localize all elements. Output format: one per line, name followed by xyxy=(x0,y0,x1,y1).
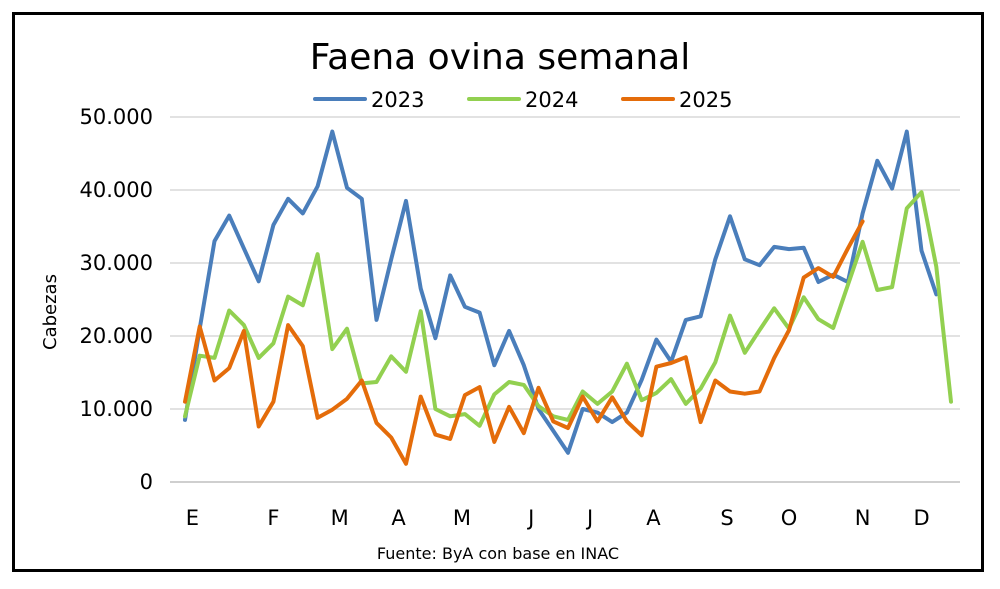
legend-label-2023: 2023 xyxy=(371,88,424,112)
series-line-2025 xyxy=(183,219,865,466)
source-note: Fuente: ByA con base en INAC xyxy=(377,544,619,563)
x-tick-label: J xyxy=(585,506,593,530)
x-tick-label: O xyxy=(781,506,798,530)
legend-label-2024: 2024 xyxy=(525,88,578,112)
line-chart: Faena ovina semanal 2023 2024 2025 0 10.000… xyxy=(40,37,960,563)
series-line-2024 xyxy=(183,190,953,428)
legend: 2023 2024 2025 xyxy=(313,88,732,112)
y-axis-ticks: 0 10.000 20.000 30.000 40.000 50.000 xyxy=(80,105,153,494)
x-tick-label: F xyxy=(267,506,279,530)
chart-frame: Faena ovina semanal 2023 2024 2025 0 10.000… xyxy=(12,12,984,572)
y-tick-label: 50.000 xyxy=(80,105,153,129)
y-tick-label: 40.000 xyxy=(80,178,153,202)
x-tick-label: A xyxy=(391,506,406,530)
y-tick-label: 0 xyxy=(140,470,153,494)
x-tick-label: M xyxy=(453,506,471,530)
series-line-2023 xyxy=(183,129,939,455)
series-lines xyxy=(183,129,953,466)
chart-title: Faena ovina semanal xyxy=(310,37,691,78)
x-tick-label: D xyxy=(913,506,929,530)
x-tick-label: N xyxy=(855,506,871,530)
x-tick-label: E xyxy=(186,506,199,530)
y-tick-label: 20.000 xyxy=(80,324,153,348)
gridlines xyxy=(170,116,960,410)
x-tick-label: J xyxy=(526,506,534,530)
legend-label-2025: 2025 xyxy=(679,88,732,112)
y-tick-label: 30.000 xyxy=(80,251,153,275)
x-tick-label: A xyxy=(646,506,661,530)
x-tick-label: S xyxy=(720,506,733,530)
y-tick-label: 10.000 xyxy=(80,397,153,421)
y-axis-label: Cabezas xyxy=(40,274,61,350)
x-tick-label: M xyxy=(331,506,349,530)
